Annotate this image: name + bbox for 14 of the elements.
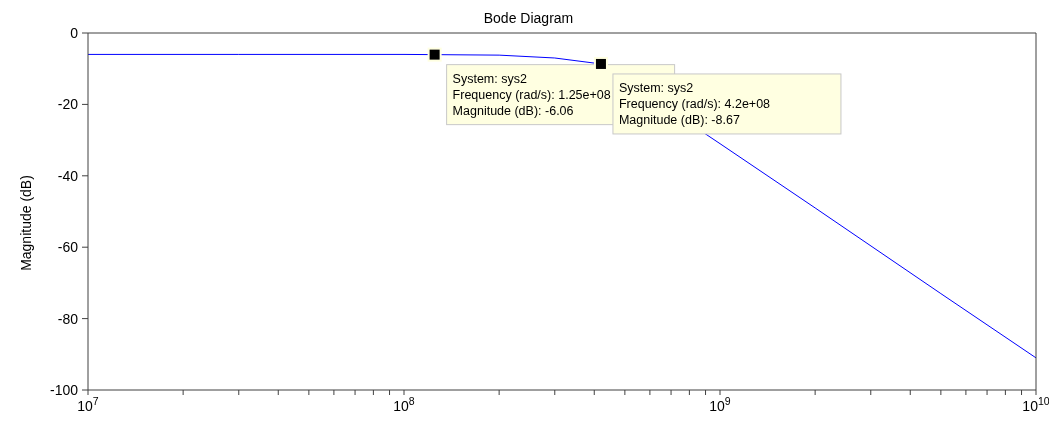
y-tick-label: -60	[57, 239, 79, 256]
chart-title: Bode Diagram	[483, 10, 574, 26]
y-tick-label: -100	[49, 382, 79, 398]
y-tick-label: 0	[70, 25, 79, 41]
y-tick-label: -40	[57, 167, 79, 184]
y-tick-label: -20	[57, 96, 79, 113]
annotation: System: sys2 Frequency (rad/s): 1.25e+08 Magnitude (dB): -6.06	[452, 71, 611, 118]
x-tick-label: 10$^{8}$	[393, 395, 415, 414]
annotation: System: sys2 Frequency (rad/s): 4.2e+08 Magnitude (dB): -8.67	[618, 80, 771, 127]
x-tick-label: 10$^{9}$	[709, 395, 731, 414]
y-axis-title: Magnitude (dB)	[18, 175, 34, 271]
x-tick-label: 10$^{10}$	[1022, 395, 1050, 414]
x-tick-label: 10$^{7}$	[77, 395, 99, 414]
y-tick-label: -80	[57, 310, 79, 327]
